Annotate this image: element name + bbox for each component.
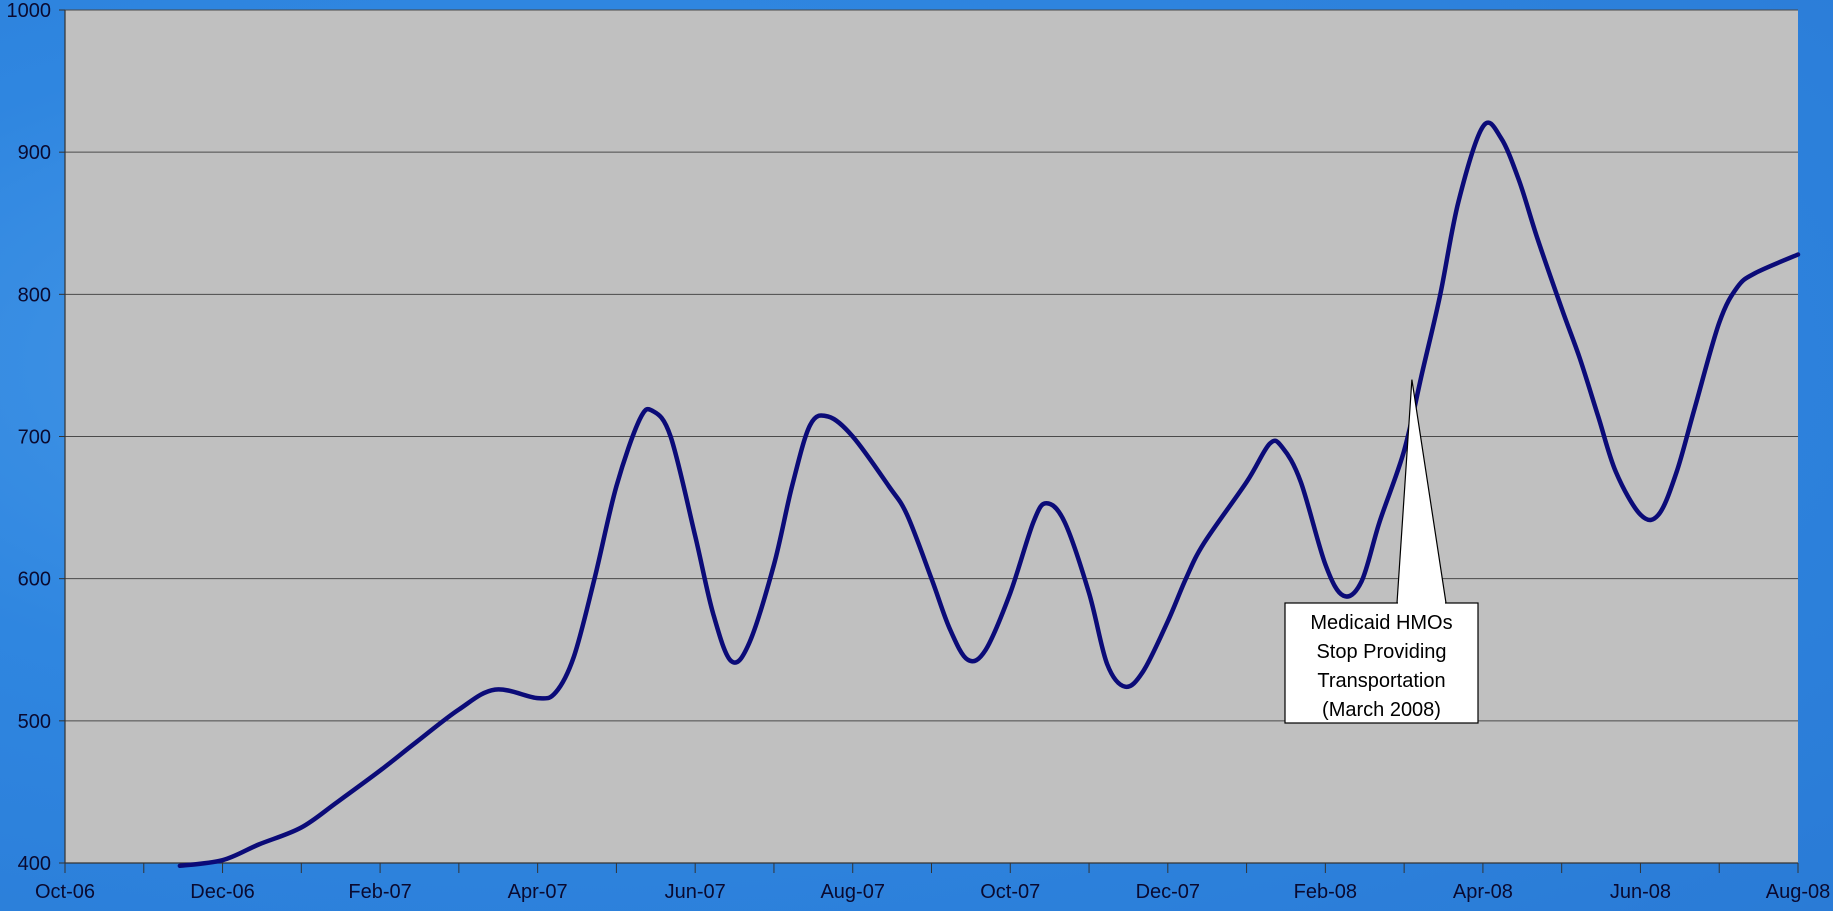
- axes: 400 500 600 700 800 900 1000 Oct-06 Dec-06 Feb-07…: [7, 0, 1831, 903]
- x-tick-label: Dec-07: [1136, 881, 1200, 903]
- x-tick-label: Oct-06: [35, 881, 95, 903]
- x-tick-label: Apr-08: [1453, 881, 1513, 903]
- annotation-callout: Medicaid HMOs Stop Providing Transportatio…: [1284, 379, 1479, 724]
- y-tick-label: 900: [18, 142, 51, 164]
- y-tick-label: 400: [18, 853, 51, 875]
- x-tick-label: Jun-08: [1610, 881, 1671, 903]
- x-tick-label: Oct-07: [980, 881, 1040, 903]
- x-tick-label: Jun-07: [665, 881, 726, 903]
- x-tick-label: Dec-06: [190, 881, 254, 903]
- callout-box: [1284, 602, 1479, 724]
- y-tick-label: 600: [18, 569, 51, 591]
- callout-text-line: Stop Providing: [1316, 641, 1446, 663]
- x-tick-label: Aug-07: [820, 881, 885, 903]
- callout-pointer: [1396, 379, 1447, 604]
- callout-text-line: (March 2008): [1322, 699, 1441, 721]
- y-tick-label: 500: [18, 711, 51, 733]
- x-tick-label: Feb-08: [1294, 881, 1357, 903]
- series-layer: [177, 120, 1801, 869]
- x-tick-label: Feb-07: [348, 881, 411, 903]
- y-tick-label: 1000: [7, 0, 52, 22]
- callout-text-line: Transportation: [1317, 670, 1445, 692]
- y-tick-label: 800: [18, 284, 51, 306]
- y-tick-label: 700: [18, 427, 51, 449]
- x-tick-label: Apr-07: [508, 881, 568, 903]
- x-tick-label: Aug-08: [1766, 881, 1831, 903]
- callout-text-line: Medicaid HMOs: [1310, 612, 1452, 634]
- series-line: [177, 120, 1801, 869]
